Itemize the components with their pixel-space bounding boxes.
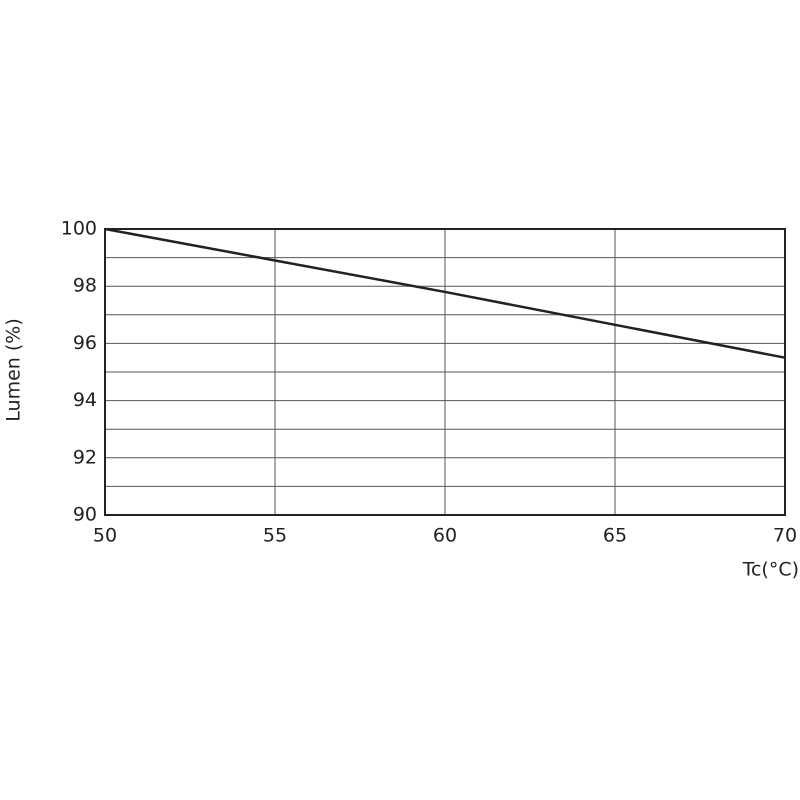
x-tick-label: 50 [93, 525, 117, 547]
y-axis-title: Lumen (%) [3, 318, 25, 421]
y-tick-label: 100 [61, 218, 97, 240]
x-tick-label: 70 [773, 525, 797, 547]
y-tick-label: 92 [73, 446, 97, 468]
x-tick-label: 60 [433, 525, 457, 547]
y-tick-label: 98 [73, 275, 97, 297]
x-axis-title: Tc(°C) [742, 559, 799, 581]
x-tick-label: 55 [263, 525, 287, 547]
plot-frame [104, 228, 786, 516]
y-tick-label: 94 [73, 389, 97, 411]
y-tick-label: 90 [73, 504, 97, 526]
data-line [104, 227, 786, 359]
y-tick-label: 96 [73, 332, 97, 354]
x-tick-label: 65 [603, 525, 627, 547]
